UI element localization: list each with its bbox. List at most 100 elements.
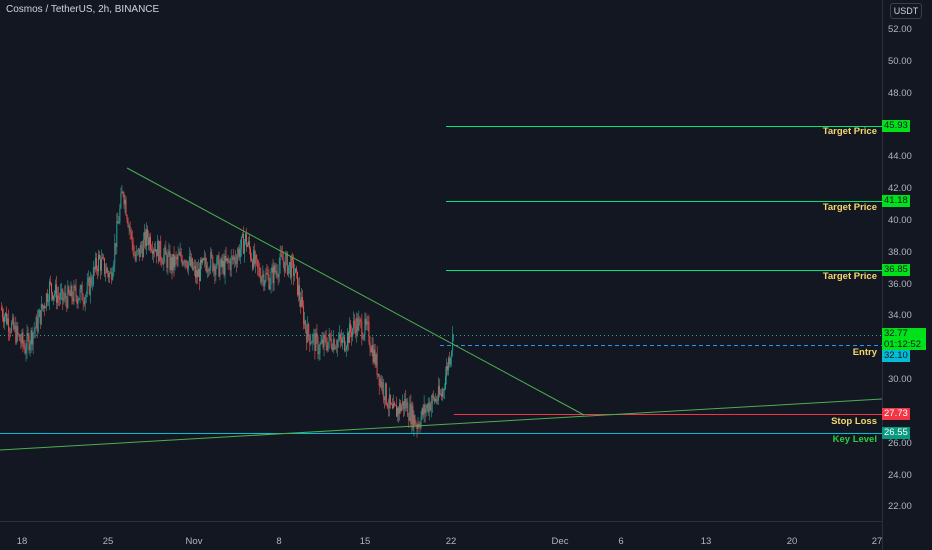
- candle-body: [68, 286, 70, 294]
- candle-body: [42, 305, 44, 309]
- candle-body: [424, 404, 426, 414]
- stop-loss-label: Stop Loss: [831, 416, 877, 427]
- y-tick: 52.00: [888, 24, 912, 35]
- candle-body: [333, 339, 335, 350]
- candle-body: [169, 251, 171, 270]
- candle-body: [120, 193, 122, 208]
- candle-body: [57, 295, 59, 303]
- candle-body: [82, 300, 84, 303]
- candle-body: [394, 402, 395, 405]
- candle-body: [183, 261, 185, 263]
- candle-body: [435, 398, 437, 402]
- candle-body: [75, 287, 77, 297]
- candle-body: [244, 233, 246, 242]
- key-level-price-tag: 26.55: [882, 427, 910, 439]
- target2-price-tag: 41.18: [882, 195, 910, 207]
- entry-label: Entry: [852, 347, 877, 358]
- candle-body: [286, 253, 288, 275]
- candle-body: [433, 397, 435, 402]
- candle-body: [193, 266, 195, 268]
- candle-body: [448, 358, 450, 371]
- candle-body: [157, 241, 159, 257]
- candle-body: [223, 260, 225, 275]
- candle-body: [356, 317, 358, 335]
- candle-body: [402, 401, 404, 407]
- candle-body: [25, 350, 27, 354]
- candle-body: [113, 263, 115, 273]
- candle-body: [438, 386, 440, 395]
- x-tick: 27: [871, 536, 883, 547]
- candle-body: [322, 339, 324, 348]
- candle-body: [346, 346, 347, 350]
- candle-body: [178, 254, 180, 256]
- candle-body: [65, 293, 67, 300]
- candle-body: [189, 256, 191, 266]
- candle-body: [412, 405, 414, 429]
- candle-body: [409, 403, 411, 421]
- x-tick: 25: [102, 536, 114, 547]
- candle-body: [428, 402, 430, 413]
- candle-body: [378, 373, 380, 386]
- candle-body: [226, 258, 228, 261]
- candle-body: [227, 258, 229, 262]
- candle-body: [51, 283, 52, 293]
- candle-body: [318, 352, 320, 355]
- candle-body: [219, 265, 221, 277]
- candle-body: [264, 281, 266, 287]
- candle-body: [50, 281, 51, 284]
- candle-body: [160, 241, 162, 260]
- candle-body: [66, 299, 68, 308]
- candle-body: [270, 272, 272, 285]
- candle-body: [108, 272, 110, 278]
- candle-body: [210, 252, 212, 270]
- candle-body: [187, 261, 189, 270]
- candle-body: [450, 357, 452, 365]
- candle-body: [274, 265, 276, 273]
- candle-body: [326, 345, 328, 351]
- stop-loss-price-tag: 27.73: [882, 408, 910, 420]
- candle-body: [380, 378, 382, 388]
- candle-body: [377, 373, 379, 376]
- candle-body: [212, 256, 214, 272]
- candle-body: [213, 265, 215, 272]
- candle-body: [63, 297, 65, 301]
- candle-body: [5, 312, 6, 317]
- candle-body: [312, 335, 314, 343]
- candle-body: [418, 423, 420, 427]
- currency-button[interactable]: USDT: [890, 3, 922, 19]
- candle-body: [78, 298, 80, 301]
- candle-body: [97, 254, 99, 272]
- candle-body: [225, 255, 227, 261]
- candle-body: [379, 378, 381, 386]
- candle-body: [367, 321, 369, 323]
- candle-body: [59, 297, 61, 300]
- candle-body: [287, 265, 289, 275]
- candle-body: [136, 250, 138, 252]
- candle-body: [61, 288, 63, 293]
- candle-body: [16, 326, 18, 343]
- candle-body: [118, 221, 120, 224]
- candle-body: [408, 416, 410, 421]
- candle-body: [214, 265, 216, 276]
- candle-body: [278, 265, 280, 278]
- candle-body: [204, 257, 206, 260]
- candle-body: [259, 267, 261, 276]
- candle-body: [3, 316, 4, 323]
- candle-body: [33, 330, 35, 333]
- candle-body: [64, 293, 66, 298]
- candle-body: [413, 415, 415, 429]
- candle-body: [158, 241, 160, 262]
- candle-body: [218, 255, 220, 277]
- candle-body: [432, 394, 434, 398]
- candle-body: [299, 285, 300, 300]
- candle-body: [4, 316, 5, 323]
- candle-body: [350, 323, 352, 333]
- candle-body: [165, 247, 167, 255]
- candle-body: [8, 318, 10, 332]
- candle-body: [306, 329, 308, 343]
- candle-body: [163, 254, 165, 265]
- candle-body: [232, 256, 234, 260]
- candle-body: [139, 245, 141, 257]
- candle-body: [280, 253, 282, 255]
